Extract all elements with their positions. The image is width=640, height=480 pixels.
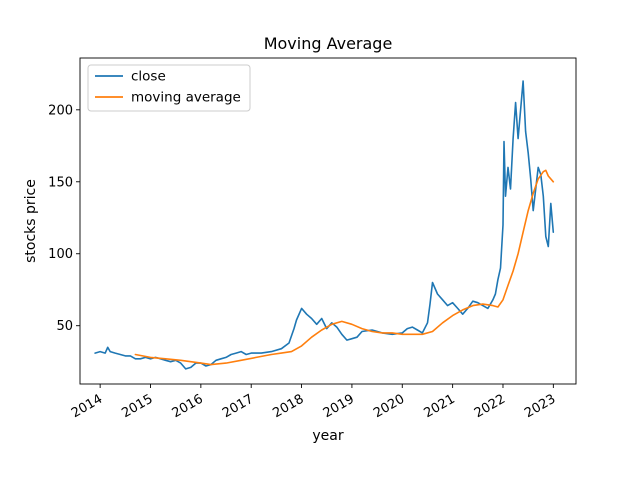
series-line-moving-average xyxy=(134,169,555,366)
legend-label: moving average xyxy=(131,90,241,106)
legend-label: close xyxy=(131,69,166,85)
axes-frame xyxy=(79,57,577,385)
y-tick-label: 50 xyxy=(56,319,73,334)
chart-title: Moving Average xyxy=(264,34,393,53)
y-tick-label: 200 xyxy=(48,103,73,118)
plot-area xyxy=(94,80,555,370)
series-line-close xyxy=(94,80,555,370)
legend: close moving average xyxy=(87,64,251,112)
x-axis-label: year xyxy=(312,428,343,444)
legend-box xyxy=(87,64,251,112)
y-axis-label: stocks price xyxy=(23,179,39,263)
y-tick-label: 150 xyxy=(48,175,73,190)
y-tick-label: 100 xyxy=(48,247,73,262)
